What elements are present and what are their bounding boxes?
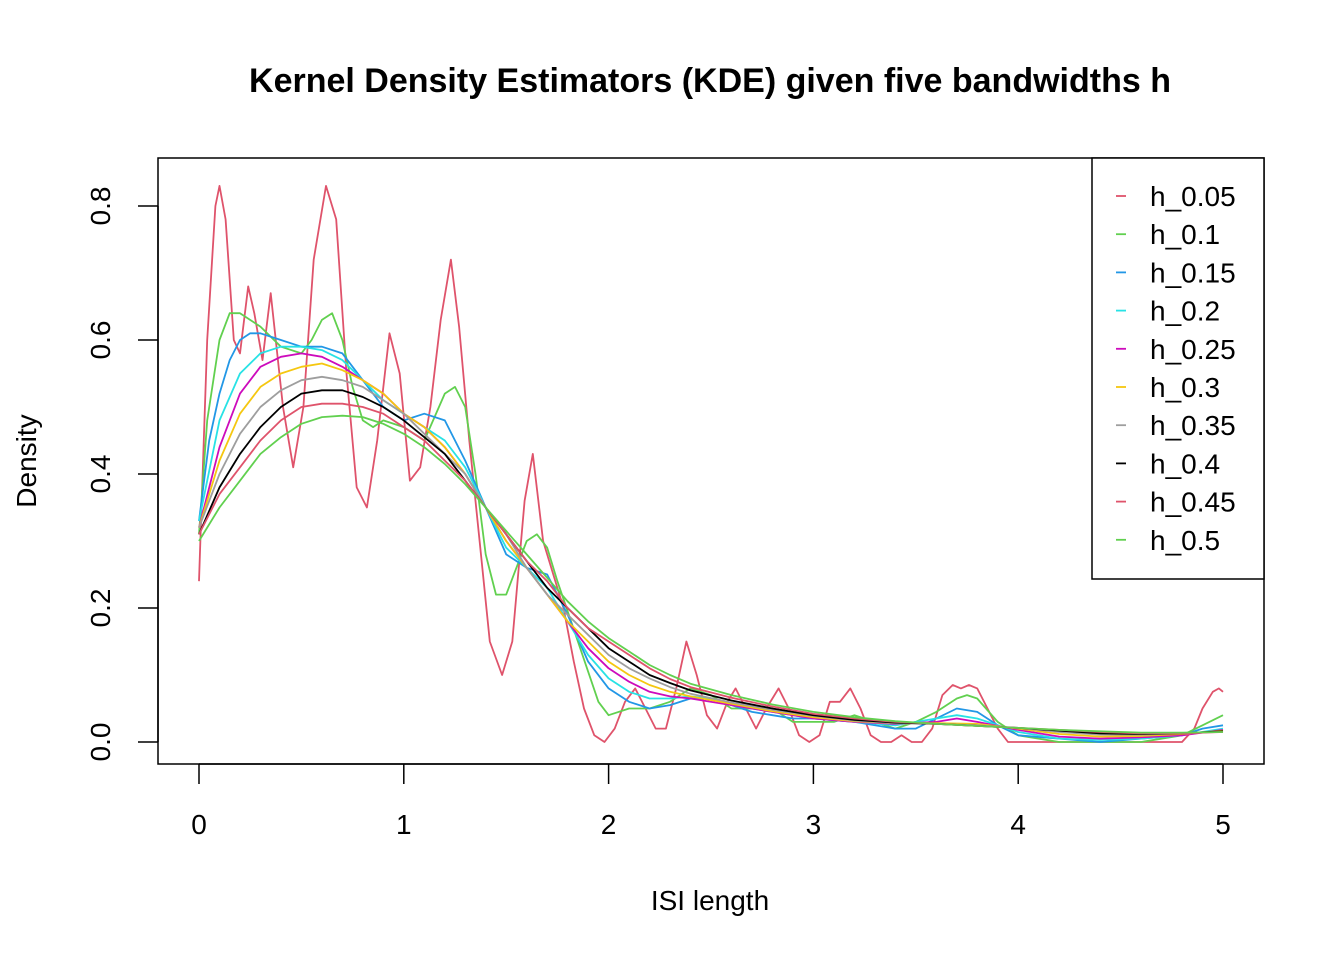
- x-tick-label: 1: [396, 809, 412, 840]
- series-line-h_0.35: [198, 375, 1224, 736]
- x-tick-label: 4: [1010, 809, 1026, 840]
- x-tick-label: 0: [191, 809, 207, 840]
- series-line-h_0.15: [198, 332, 1224, 743]
- legend-entry: h_0.4: [1150, 448, 1220, 479]
- y-tick-label: 0.8: [85, 187, 116, 226]
- legend-entry: h_0.3: [1150, 372, 1220, 403]
- y-axis-label: Density: [11, 414, 42, 507]
- series-line-h_0.2: [198, 345, 1224, 741]
- x-axis-label: ISI length: [651, 885, 769, 916]
- x-tick-label: 3: [806, 809, 822, 840]
- legend-entry: h_0.05: [1150, 181, 1236, 212]
- y-tick-label: 0.6: [85, 321, 116, 360]
- legend-entry: h_0.15: [1150, 257, 1236, 288]
- y-tick-label: 0.2: [85, 589, 116, 628]
- series-line-h_0.5: [198, 414, 1224, 734]
- chart-title: Kernel Density Estimators (KDE) given fi…: [249, 62, 1171, 100]
- series-line-h_0.3: [198, 362, 1224, 738]
- series-line-h_0.05: [198, 185, 1224, 743]
- y-axis: 0.0 0.2 0.4 0.6 0.8: [85, 187, 159, 762]
- legend-entry: h_0.5: [1150, 525, 1220, 556]
- series-lines: [198, 185, 1224, 743]
- legend-entry: h_0.25: [1150, 334, 1236, 365]
- legend-entry: h_0.45: [1150, 487, 1236, 518]
- legend-entry: h_0.2: [1150, 296, 1220, 327]
- x-tick-label: 2: [601, 809, 617, 840]
- y-tick-label: 0.0: [85, 723, 116, 762]
- x-axis: 0 1 2 3 4 5: [191, 763, 1231, 840]
- legend-box: [1091, 157, 1265, 580]
- y-tick-label: 0.4: [85, 455, 116, 494]
- series-line-h_0.1: [198, 312, 1224, 743]
- x-tick-label: 5: [1215, 809, 1231, 840]
- legend-entry: h_0.35: [1150, 410, 1236, 441]
- series-line-h_0.25: [198, 352, 1224, 740]
- legend: h_0.05 h_0.1 h_0.15 h_0.2 h_0.25 h_0.3 h_0.35h…: [1091, 157, 1265, 580]
- series-line-h_0.45: [198, 402, 1224, 735]
- legend-entry: h_0.1: [1150, 219, 1220, 250]
